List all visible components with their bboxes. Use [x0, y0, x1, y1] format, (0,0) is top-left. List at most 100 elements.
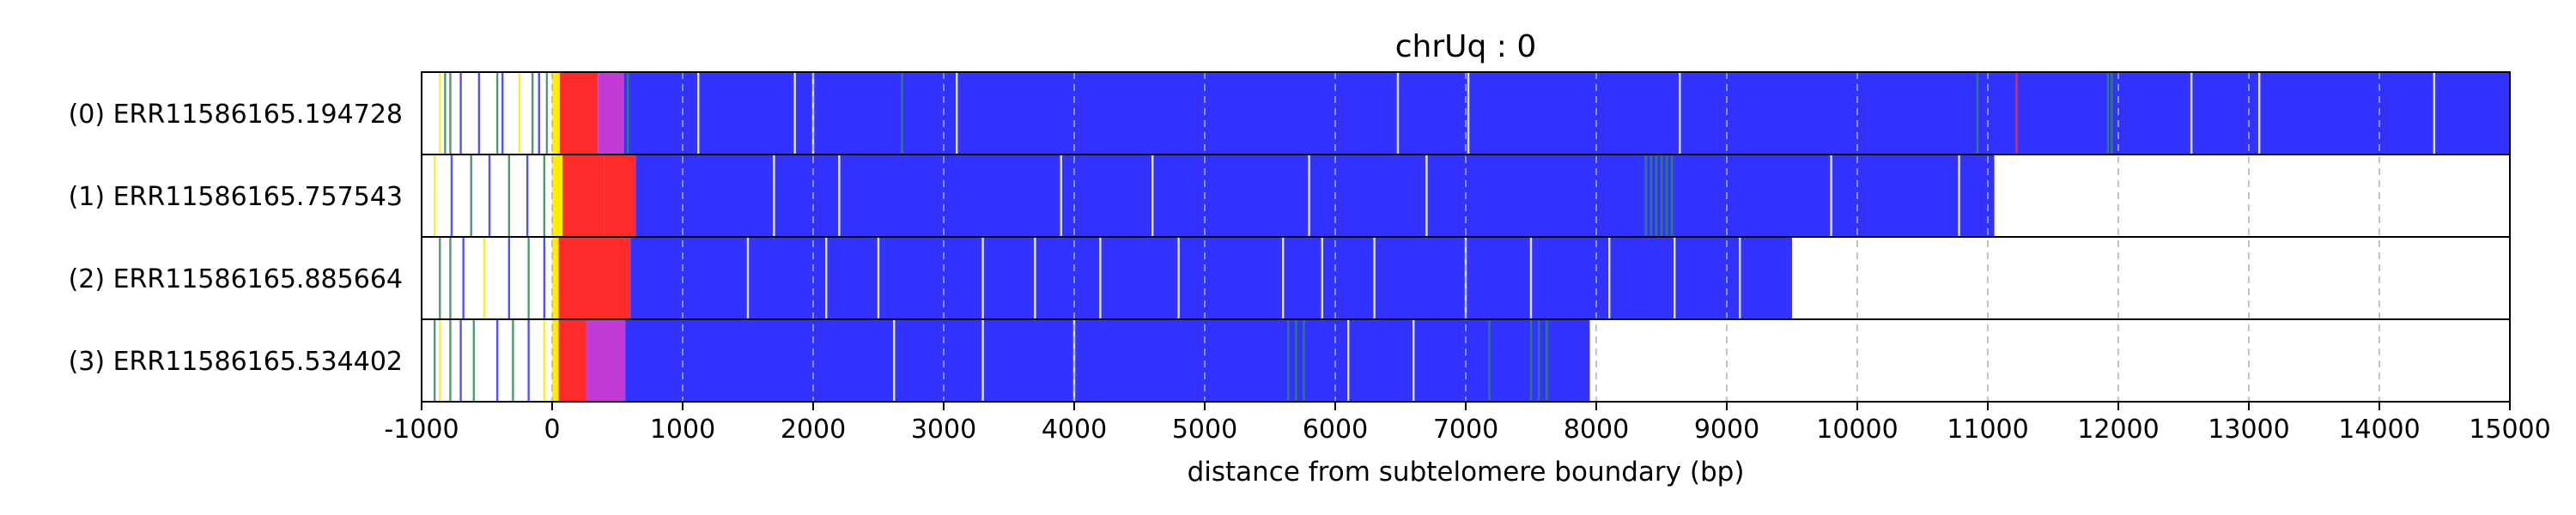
read-label: (1) ERR11586165.757543 — [69, 182, 403, 212]
variant-mark — [488, 154, 491, 237]
x-tick-label: 0 — [544, 415, 560, 445]
variant-mark — [526, 154, 529, 237]
x-tick-label: 2000 — [781, 415, 846, 445]
variant-mark — [1034, 237, 1036, 319]
variant-mark — [825, 237, 828, 319]
read-segment — [623, 72, 2510, 154]
variant-mark — [439, 319, 441, 402]
variant-mark — [543, 237, 546, 319]
variant-mark — [1321, 237, 1323, 319]
variant-mark — [1488, 319, 1491, 402]
read-segment — [635, 154, 1995, 237]
variant-mark — [2433, 72, 2436, 154]
read-segment — [552, 319, 559, 402]
x-tick-label: 5000 — [1172, 415, 1237, 445]
read-segment — [422, 72, 552, 154]
variant-mark — [1347, 319, 1350, 402]
variant-mark — [1151, 154, 1154, 237]
variant-mark — [1467, 72, 1470, 154]
x-tick-label: -1000 — [384, 415, 459, 445]
read-segment — [422, 319, 552, 402]
variant-mark — [1303, 319, 1305, 402]
read-segment — [558, 237, 631, 319]
variant-mark — [1670, 154, 1674, 237]
read-segment — [586, 319, 626, 402]
variant-mark — [439, 237, 441, 319]
variant-mark — [459, 319, 462, 402]
variant-mark — [1976, 72, 1979, 154]
variant-mark — [1287, 319, 1290, 402]
variant-mark — [2106, 72, 2110, 154]
x-tick-label: 11000 — [1947, 415, 2028, 445]
x-tick-label: 4000 — [1042, 415, 1107, 445]
x-tick-label: 6000 — [1303, 415, 1368, 445]
x-tick-label: 7000 — [1433, 415, 1498, 445]
read-tracks — [422, 72, 2510, 402]
x-tick-label: 12000 — [2077, 415, 2159, 445]
read-segment — [630, 237, 1793, 319]
read-track — [422, 72, 2510, 154]
variant-mark — [512, 319, 514, 402]
read-segment — [552, 237, 559, 319]
read-track — [422, 319, 1590, 402]
variant-mark — [1649, 154, 1653, 237]
variant-mark — [981, 319, 984, 402]
x-tick-label: 1000 — [650, 415, 715, 445]
variant-mark — [1665, 154, 1668, 237]
variant-mark — [449, 237, 452, 319]
variant-mark — [459, 72, 462, 154]
variant-mark — [893, 319, 896, 402]
read-label: (2) ERR11586165.885664 — [69, 264, 403, 294]
variant-mark — [746, 237, 750, 319]
variant-mark — [1674, 237, 1676, 319]
variant-mark — [444, 72, 447, 154]
variant-mark — [545, 72, 549, 154]
variant-mark — [697, 72, 700, 154]
grid-lines — [551, 72, 2380, 402]
x-tick-label: 9000 — [1694, 415, 1759, 445]
read-segment — [552, 154, 563, 237]
x-tick-label: 14000 — [2338, 415, 2420, 445]
variant-mark — [2015, 72, 2018, 154]
variant-mark — [1529, 319, 1533, 402]
variant-mark — [1739, 237, 1741, 319]
variant-mark — [1660, 154, 1663, 237]
variant-mark — [507, 237, 511, 319]
variant-mark — [527, 237, 530, 319]
variant-mark — [1177, 237, 1180, 319]
variant-mark — [434, 154, 436, 237]
chart-title: chrUq : 0 — [1395, 29, 1537, 64]
read-segment — [625, 319, 1590, 402]
x-tick-label: 8000 — [1564, 415, 1629, 445]
variant-mark — [450, 154, 453, 237]
x-axis: -1000 0 1000 2000 3000 4000 5000 6000 7000 8000 90… — [384, 402, 2551, 445]
variant-mark — [901, 72, 903, 154]
variant-mark — [1425, 154, 1428, 237]
read-segment — [422, 237, 552, 319]
variant-mark — [501, 72, 504, 154]
variant-mark — [543, 154, 546, 237]
variant-mark — [495, 72, 499, 154]
variant-mark — [1830, 154, 1832, 237]
variant-mark — [507, 154, 511, 237]
read-segment — [552, 72, 561, 154]
variant-mark — [1282, 237, 1285, 319]
x-axis-label: distance from subtelomere boundary (bp) — [1188, 457, 1745, 488]
read-labels: (0) ERR11586165.194728 (1) ERR11586165.75… — [69, 100, 403, 377]
read-label: (3) ERR11586165.534402 — [69, 347, 403, 377]
variant-mark — [1396, 72, 1400, 154]
read-segment — [562, 154, 605, 237]
variant-mark — [1958, 154, 1960, 237]
variant-mark — [2190, 72, 2193, 154]
read-track — [422, 237, 1793, 319]
read-segment — [422, 154, 552, 237]
variant-mark — [1099, 237, 1102, 319]
variant-mark — [538, 72, 540, 154]
variant-mark — [527, 319, 530, 402]
variant-mark — [956, 72, 958, 154]
variant-mark — [495, 319, 499, 402]
variant-mark — [838, 154, 841, 237]
read-segment — [604, 154, 636, 237]
